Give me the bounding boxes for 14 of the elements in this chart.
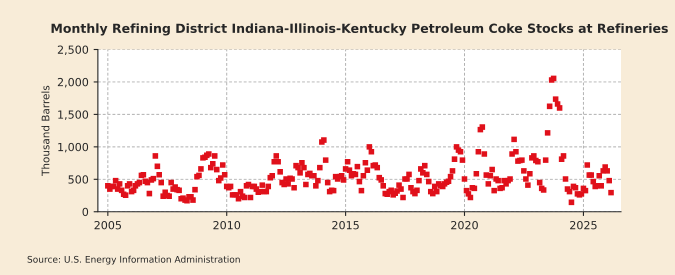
y-tick-label: 1,500 [58, 110, 88, 120]
x-tick-label: 2015 [332, 220, 359, 230]
y-tick-label: 0 [82, 208, 88, 216]
y-tick-label: 1,000 [58, 142, 88, 152]
chart-title: Monthly Refining District Indiana-Illinois-Kentucky Petroleum Coke Stocks at Refineries [52, 23, 668, 36]
y-axis-title: Thousand Barrels [41, 86, 50, 176]
x-tick-label: 2020 [451, 220, 478, 230]
x-tick-label: 2005 [94, 220, 122, 230]
y-tick-label: 500 [68, 175, 88, 184]
source-note: Source: U.S. Energy Information Administration [28, 256, 240, 264]
x-tick-label: 2025 [570, 220, 597, 230]
y-tick-label: 2,500 [58, 45, 88, 56]
y-tick-label: 2,000 [58, 78, 88, 88]
x-tick-label: 2010 [213, 220, 240, 230]
